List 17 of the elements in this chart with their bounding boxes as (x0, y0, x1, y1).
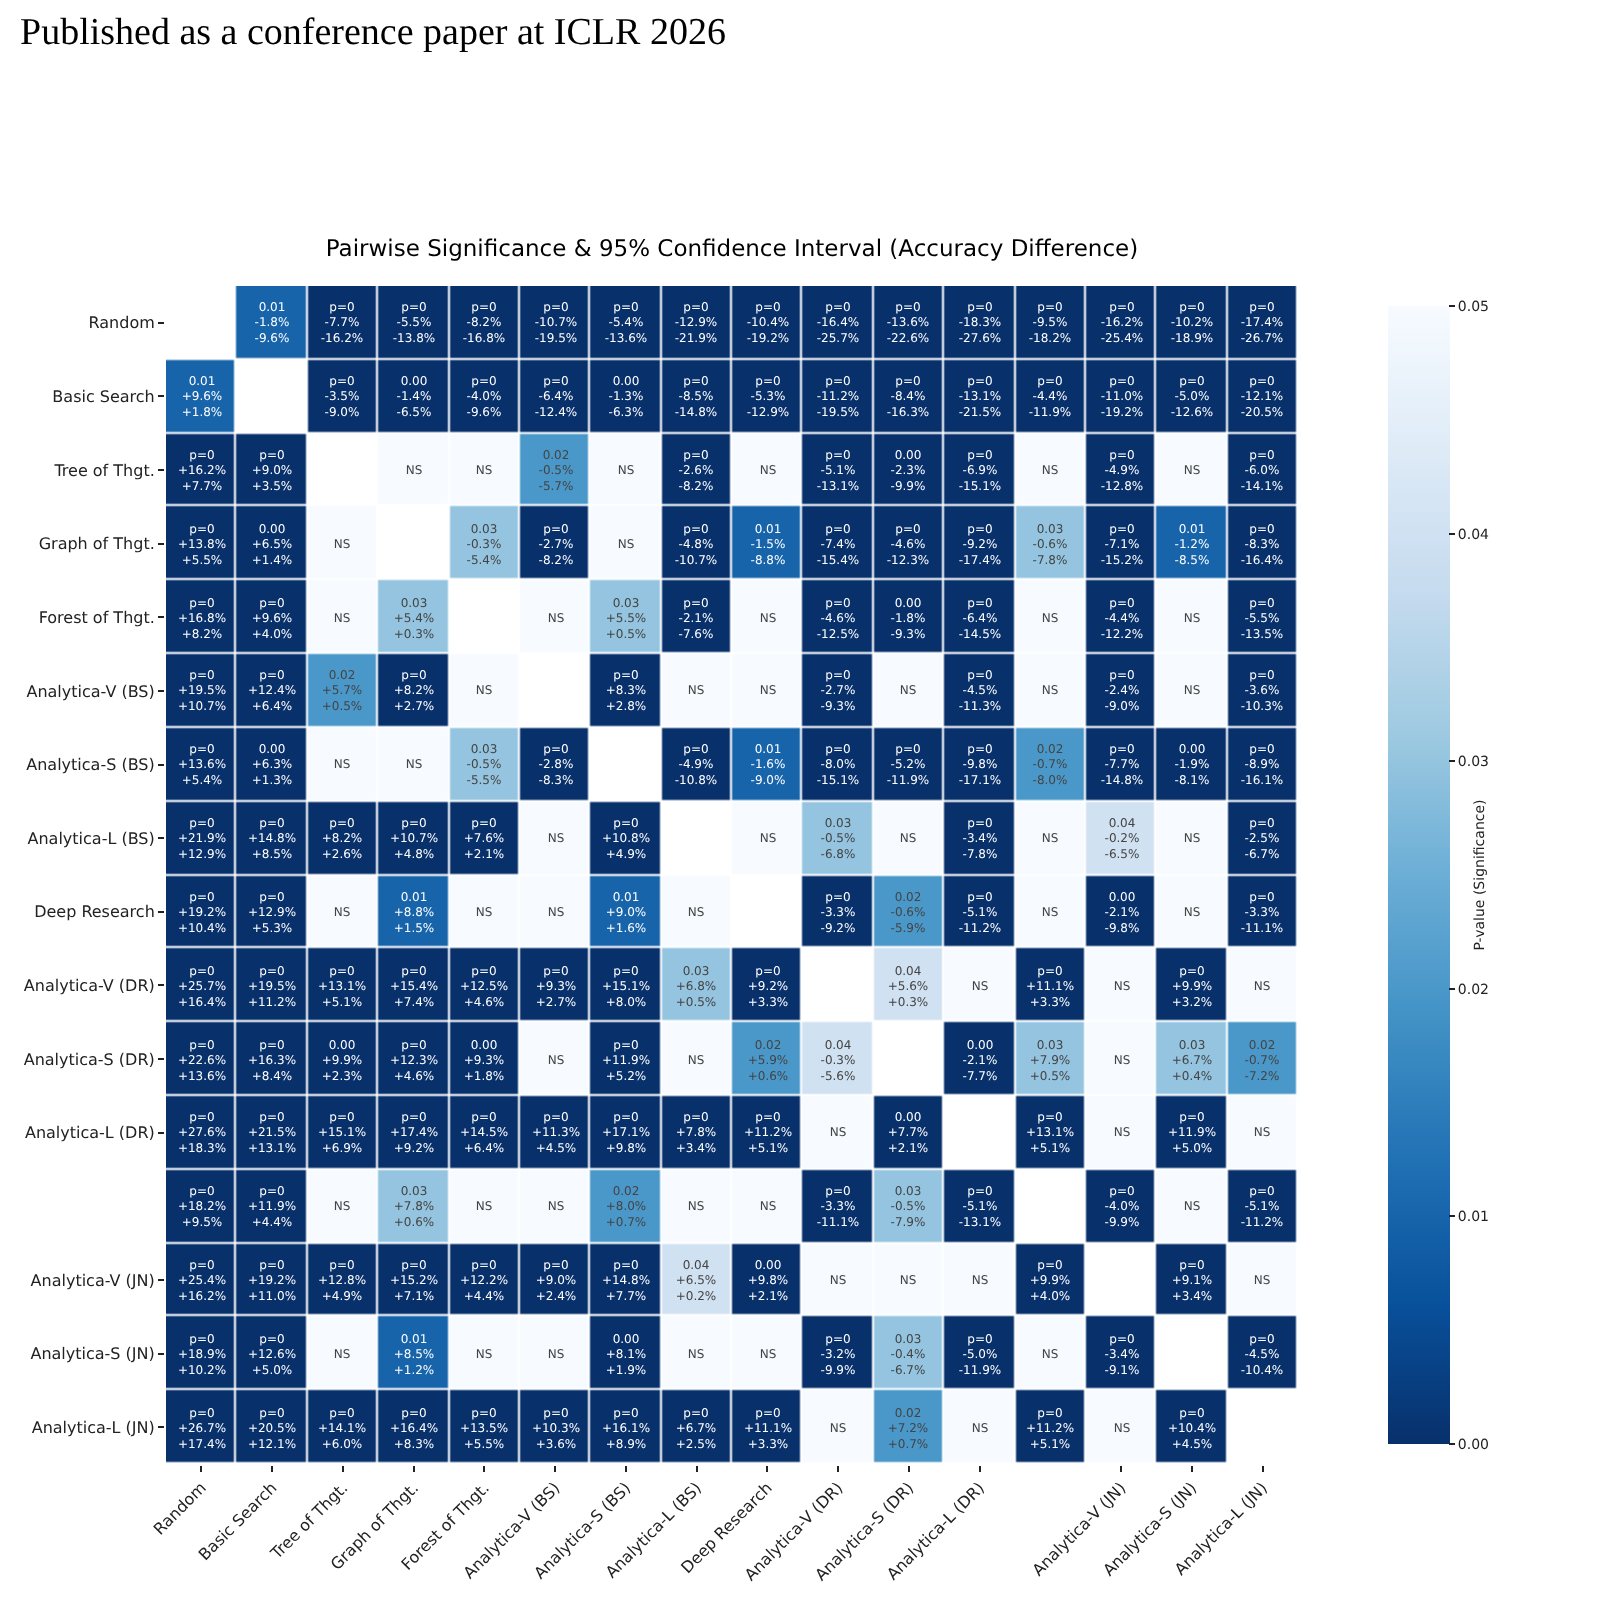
y-tick-label: Analytica-S (BS) (26, 756, 155, 775)
y-tick-label: Analytica-S (JN) (30, 1345, 155, 1364)
y-tick-label: Graph of Thgt. (38, 535, 155, 554)
y-tick-label: Analytica-L (DR) (24, 1124, 155, 1143)
y-tick-label: Analytica-V (DR) (23, 977, 155, 996)
y-tick-label: Random (88, 314, 156, 333)
y-tick-label: Deep Research (34, 903, 155, 922)
y-tick-label: Analytica-V (JN) (30, 1271, 155, 1290)
y-tick-label: Analytica-L (BS) (27, 829, 155, 848)
y-tick-label: Analytica-S (DR) (23, 1050, 155, 1069)
text: Published as a conference paper at ICLR 2026 (20, 12, 726, 54)
y-tick-label: Analytica-L (JN) (31, 1418, 155, 1437)
y-tick-label: Forest of Thgt. (38, 608, 155, 627)
y-tick-label: Basic Search (52, 388, 155, 407)
y-tick-label: Tree of Thgt. (52, 461, 155, 480)
chart-title: Pairwise Significance & 95% Confidence Interval (Accuracy Difference) (325, 234, 1139, 263)
y-tick-label: Analytica-V (BS) (26, 682, 155, 701)
